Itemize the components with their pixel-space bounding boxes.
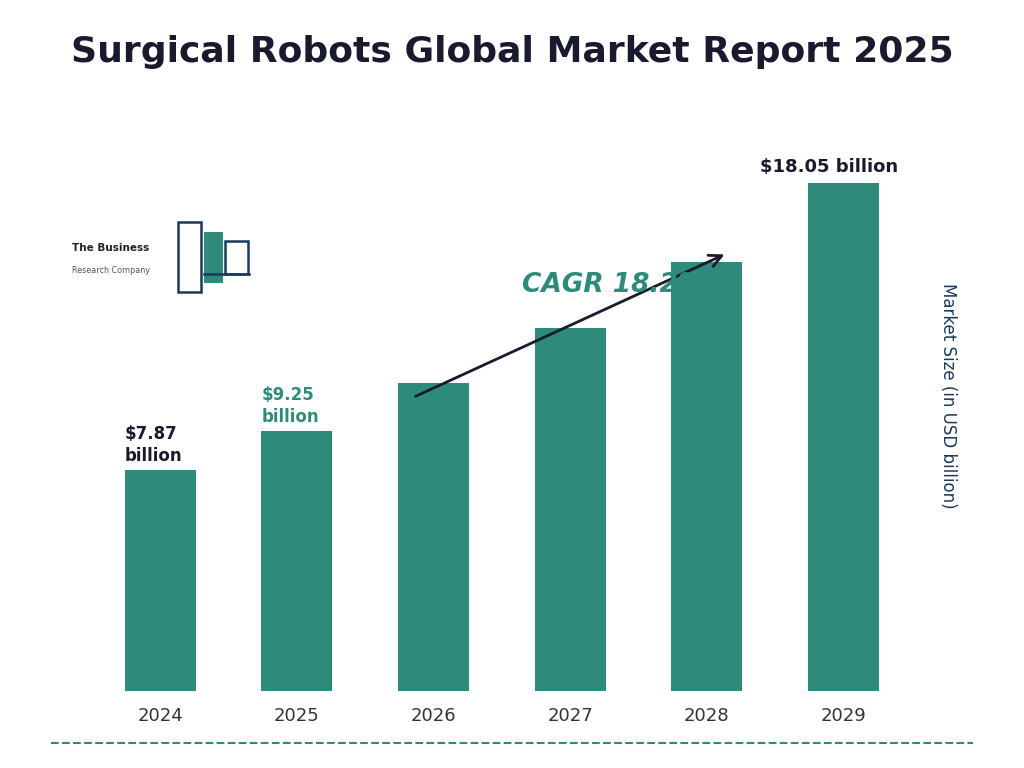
Text: The Business: The Business (72, 243, 148, 253)
Text: $9.25
billion: $9.25 billion (261, 386, 319, 426)
Y-axis label: Market Size (in USD billion): Market Size (in USD billion) (939, 283, 956, 508)
Text: CAGR 18.2%: CAGR 18.2% (522, 273, 705, 299)
Bar (178, 223, 201, 293)
Text: Research Company: Research Company (72, 266, 150, 275)
Text: $7.87
billion: $7.87 billion (125, 425, 182, 465)
Text: $18.05 billion: $18.05 billion (761, 158, 898, 176)
Bar (808, 183, 879, 691)
Text: Surgical Robots Global Market Report 2025: Surgical Robots Global Market Report 202… (71, 35, 953, 68)
Bar (225, 241, 248, 274)
Bar (204, 232, 223, 283)
Bar (535, 328, 605, 691)
Bar (671, 262, 742, 691)
Bar (125, 469, 196, 691)
Bar (261, 431, 333, 691)
Bar (398, 383, 469, 691)
